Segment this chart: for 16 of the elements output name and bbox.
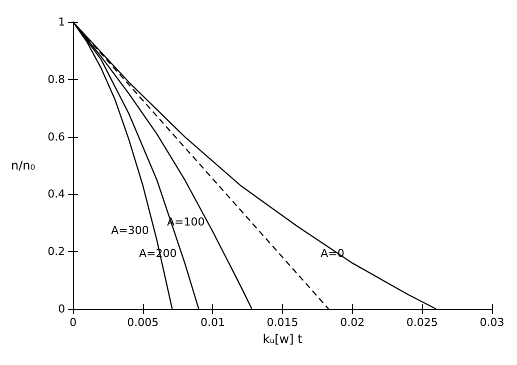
- x-tick-label: 0.025: [406, 316, 438, 329]
- y-tick-label: 0: [58, 302, 66, 316]
- x-tick-label: 0.005: [127, 316, 159, 329]
- x-tick-label: 0.01: [200, 316, 225, 329]
- y-tick-label: 0.8: [48, 72, 66, 86]
- annotation: A=300: [111, 224, 149, 238]
- x-tick-label: 0.02: [340, 316, 365, 329]
- y-tick-label: 1: [58, 16, 66, 28]
- x-axis-title: kᵤ[w] t: [262, 332, 303, 346]
- y-tick-label: 0.6: [48, 130, 66, 144]
- x-tick-label: 0.015: [266, 316, 298, 329]
- y-tick-label: 0.2: [48, 245, 66, 258]
- y-axis-title: n/n₀: [10, 158, 36, 172]
- x-tick-label: 0: [70, 316, 77, 329]
- x-tick-label: 0.03: [480, 316, 504, 329]
- y-tick-label: 0.4: [48, 188, 66, 201]
